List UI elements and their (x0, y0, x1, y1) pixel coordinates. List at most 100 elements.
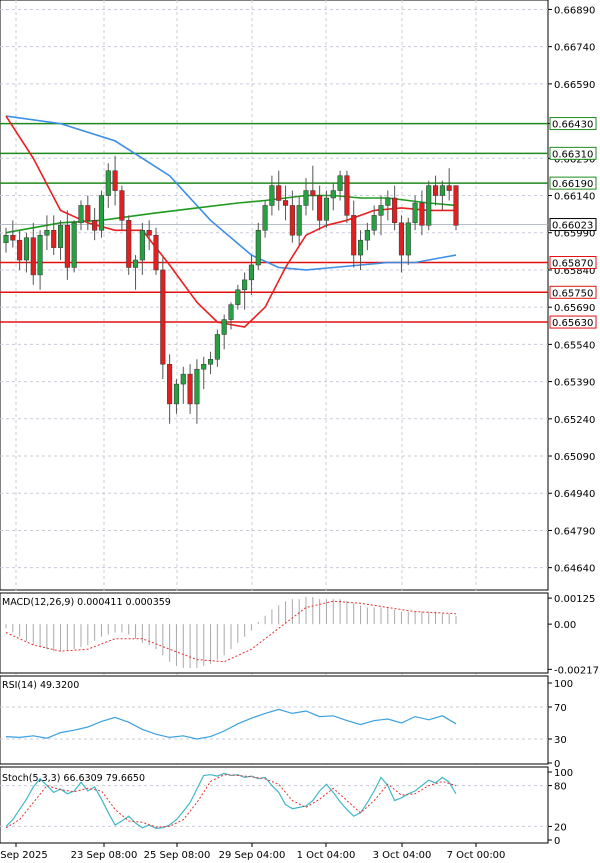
candle-body (221, 319, 227, 335)
candle-body (132, 259, 139, 268)
candle-body (139, 230, 145, 261)
price-tick-label: 0.65990 (554, 229, 595, 240)
candlesticks (3, 155, 459, 424)
candle-body (207, 359, 214, 365)
candle-body (289, 205, 295, 236)
candle-body (364, 230, 370, 241)
price-tick-label: 0.65090 (554, 452, 595, 463)
macd-indicator: 0.00125 0.00 -0.00217 (5, 594, 599, 676)
price-tick-label: 0.65540 (554, 340, 595, 351)
level-tag-label: 0.65630 (552, 318, 593, 329)
candle-body (228, 304, 234, 320)
candle-body (153, 234, 159, 271)
candle-body (194, 368, 200, 405)
time-tick-label: 3 Oct 04:00 (373, 850, 432, 861)
candle-body (269, 185, 275, 206)
level-tag-label: 0.65870 (552, 259, 593, 270)
candle-body (126, 220, 132, 268)
macd-tick-label: -0.00217 (554, 665, 599, 676)
candle-body (262, 205, 268, 231)
ma-blue-line (5, 115, 457, 271)
candle-body (85, 205, 91, 221)
candle-body (37, 234, 43, 276)
price-tick-label: 0.66140 (554, 192, 595, 203)
candle-body (392, 197, 398, 224)
candle-body (146, 230, 152, 236)
macd-tick-label: 0.00 (554, 620, 576, 631)
stochastic-indicator: 100 80 20 0 (0, 768, 573, 847)
time-axis: 19 Sep 2025 23 Sep 08:00 25 Sep 08:00 29 Se… (0, 843, 505, 861)
candle-body (453, 185, 459, 226)
candle-body (167, 363, 173, 405)
rsi-title: RSI(14) 49.3200 (2, 680, 79, 691)
candle-body (330, 190, 336, 199)
price-axis: 0.668900.667400.665900.664300.662900.661… (548, 5, 595, 575)
price-tick-label: 0.64940 (554, 489, 595, 500)
current-price-label: 0.66023 (552, 221, 593, 232)
time-tick-label: 23 Sep 08:00 (71, 850, 138, 861)
candle-body (303, 190, 309, 206)
time-tick-label: 19 Sep 2025 (0, 850, 48, 861)
candle-body (30, 237, 36, 276)
rsi-tick-label: 70 (554, 703, 567, 714)
candle-body (57, 225, 64, 248)
candle-body (371, 215, 377, 231)
candle-body (214, 334, 220, 360)
price-tick-label: 0.65840 (554, 266, 595, 277)
candle-body (296, 205, 302, 236)
time-tick-label: 29 Sep 04:00 (219, 850, 286, 861)
candle-body (23, 237, 30, 261)
stoch-k-line (5, 772, 457, 830)
level-tag-label: 0.66310 (552, 149, 593, 160)
candle-body (405, 222, 411, 256)
candle-body (187, 373, 193, 405)
stoch-tick-label: 20 (554, 822, 567, 833)
candle-body (173, 383, 180, 405)
price-tick-label: 0.65390 (554, 378, 595, 389)
candle-body (92, 220, 98, 231)
level-tag-box (549, 315, 597, 329)
candle-body (78, 205, 84, 224)
candle-body (351, 215, 357, 256)
candle-body (282, 200, 289, 206)
level-tag-label: 0.65750 (552, 288, 593, 299)
level-tag-box (549, 176, 597, 190)
level-tag-box (549, 146, 597, 160)
rsi-indicator: 100 70 30 0 (0, 679, 573, 770)
price-tick-label: 0.65240 (554, 415, 595, 426)
candle-body (412, 202, 418, 224)
rsi-line (5, 708, 457, 740)
candle-body (317, 195, 323, 221)
candle-body (344, 175, 350, 216)
stoch-pane-frame (0, 766, 549, 844)
candle-body (235, 289, 241, 305)
stoch-tick-label: 80 (554, 782, 567, 793)
level-tag-box (549, 117, 597, 131)
macd-tick-label: 0.00125 (554, 594, 595, 605)
level-tag-box (549, 256, 597, 270)
candle-body (64, 225, 70, 268)
rsi-pane-frame (0, 675, 549, 765)
rsi-tick-label: 30 (554, 735, 567, 746)
candle-body (357, 239, 364, 256)
candle-body (71, 222, 77, 268)
price-tick-label: 0.64640 (554, 564, 595, 575)
candle-body (3, 234, 9, 243)
price-tick-label: 0.64790 (554, 526, 595, 537)
stoch-title: Stoch(5,3,3) 66.6309 79.6650 (2, 773, 145, 784)
candle-body (439, 185, 445, 196)
stoch-tick-label: 100 (554, 768, 573, 779)
price-tick-label: 0.66890 (554, 5, 595, 16)
candle-body (201, 363, 207, 370)
rsi-tick-label: 0 (554, 759, 560, 770)
current-price-box (549, 218, 597, 232)
candle-body (242, 279, 248, 291)
level-tags: 0.66430 0.66310 0.66190 0.65870 0.65750 0.656… (549, 117, 597, 329)
candle-body (310, 190, 316, 196)
main-pane-frame (0, 0, 549, 591)
price-tick-label: 0.66740 (554, 43, 595, 54)
level-tag-box (549, 285, 597, 299)
candle-body (105, 170, 111, 196)
candle-body (17, 239, 23, 261)
time-tick-label: 25 Sep 08:00 (144, 850, 211, 861)
